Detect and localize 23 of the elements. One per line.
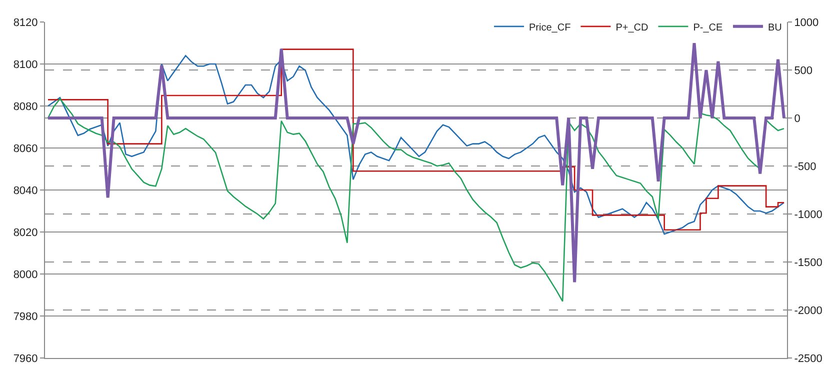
legend-label: P+_CD [616, 22, 648, 34]
y2-tick-label: -2000 [794, 304, 822, 317]
legend-label: Price_CF [529, 22, 571, 34]
y-tick-label: 8040 [13, 184, 38, 197]
y-tick-label: 7960 [13, 352, 38, 365]
y2-tick-label: 1000 [794, 16, 819, 29]
legend-label: BU [768, 22, 782, 34]
line-series [46, 42, 786, 284]
y-tick-label: 8060 [13, 142, 38, 155]
legend-label: P-_CE [693, 22, 723, 34]
y-tick-label: 7980 [13, 310, 38, 323]
y2-tick-label: 500 [794, 64, 813, 77]
y2-tick-label: -1000 [794, 208, 822, 221]
y2-tick-label: -2500 [794, 352, 822, 365]
y2-tick-label: 0 [794, 112, 800, 125]
y-tick-label: 8020 [13, 226, 38, 239]
line-series [47, 98, 785, 302]
y-tick-label: 8100 [13, 58, 38, 71]
y-tick-label: 8080 [13, 100, 38, 113]
y-tick-label: 8000 [13, 268, 38, 281]
y-tick-label: 8120 [13, 16, 38, 29]
y2-tick-label: -1500 [794, 256, 822, 269]
y2-tick-label: -500 [794, 160, 816, 173]
